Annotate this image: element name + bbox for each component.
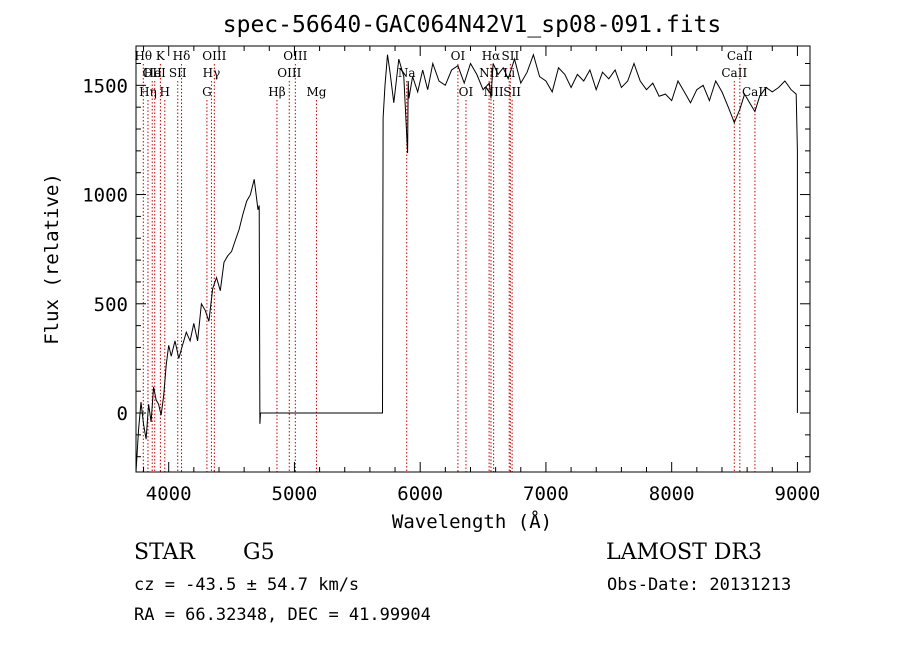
line-label-OII: OII <box>143 66 163 80</box>
line-label-Hγ: Hγ <box>203 66 221 80</box>
flux-series-line <box>135 53 798 473</box>
line-label-OIII: OIII <box>277 66 301 80</box>
x-tick-label: 8000 <box>649 483 695 505</box>
line-label-NII: NII <box>484 85 504 99</box>
line-label-CaII: CaII <box>727 49 753 63</box>
line-label-OIII: OIII <box>283 49 307 63</box>
plot-frame <box>135 45 811 473</box>
x-axis-label: Wavelength (Å) <box>392 510 552 533</box>
line-label-OI: OI <box>451 49 466 63</box>
y-tick-label: 1500 <box>82 75 128 97</box>
y-axis-label: Flux (relative) <box>41 173 63 345</box>
line-label-OIII: OIII <box>202 49 226 63</box>
chart-title: spec-56640-GAC064N42V1_sp08-091.fits <box>223 12 722 38</box>
emission-line-markers <box>142 64 756 472</box>
line-label-SII: SII <box>503 85 521 99</box>
x-tick-label: 4000 <box>146 483 192 505</box>
line-label-CaII: CaII <box>742 85 768 99</box>
x-tick-label: 5000 <box>272 483 318 505</box>
line-label-NII: NII <box>479 66 499 80</box>
line-label-Hβ: Hβ <box>268 85 285 99</box>
object-subclass: G5 <box>243 540 275 565</box>
line-label-Li: Li <box>503 66 515 80</box>
line-label-H: H <box>160 85 170 99</box>
line-label-CaII: CaII <box>721 66 747 80</box>
y-tick-label: 500 <box>94 294 128 316</box>
x-tick-label: 7000 <box>523 483 569 505</box>
line-label-OI: OI <box>459 85 474 99</box>
x-axis-ticks: 4000 5000 6000 7000 8000 9000 <box>143 46 821 505</box>
line-label-SII: SII <box>501 49 519 63</box>
line-label-Hδ: Hδ <box>173 49 191 63</box>
coordinates-readout: RA = 66.32348, DEC = 41.99904 <box>134 605 431 625</box>
y-tick-label: 1000 <box>82 185 128 207</box>
survey-name: LAMOST DR3 <box>606 540 762 565</box>
y-axis-ticks: 0 500 1000 1500 <box>82 62 810 458</box>
line-label-SII: SII <box>169 66 187 80</box>
redshift-readout: cz = -43.5 ± 54.7 km/s <box>134 575 359 595</box>
line-label-HeI: HeI <box>144 66 167 80</box>
y-tick-label: 0 <box>117 403 128 425</box>
line-label-Hθ: Hθ <box>134 49 152 63</box>
line-label-Na: Na <box>398 66 416 80</box>
line-label-Hα: Hα <box>482 49 501 63</box>
x-tick-label: 6000 <box>397 483 443 505</box>
line-label-Mg: Mg <box>306 85 326 99</box>
observation-date: Obs-Date: 20131213 <box>607 575 791 595</box>
line-label-G: G <box>202 85 212 99</box>
line-label-Hη: Hη <box>139 85 157 99</box>
x-tick-label: 9000 <box>775 483 821 505</box>
object-class: STAR <box>134 540 196 565</box>
line-label-K: K <box>156 49 166 63</box>
